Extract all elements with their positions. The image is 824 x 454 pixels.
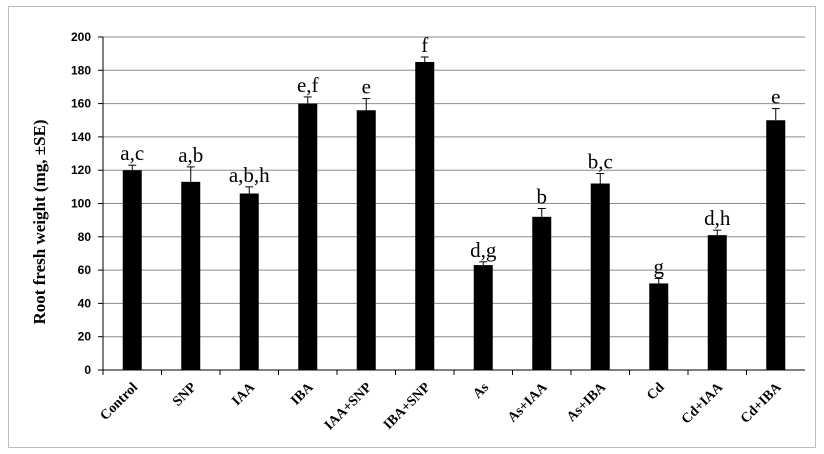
y-tick-label: 20	[78, 330, 92, 344]
x-category-label: Cd	[644, 380, 667, 403]
y-tick-label: 120	[71, 163, 91, 177]
y-tick-label: 140	[71, 130, 91, 144]
bar-as	[473, 265, 493, 370]
y-tick-label: 60	[78, 263, 92, 277]
y-tick-label: 180	[71, 63, 91, 77]
bar-snp	[181, 181, 201, 370]
bar-cd	[649, 283, 669, 370]
x-category-label: IBA	[288, 380, 317, 409]
y-tick-label: 100	[71, 197, 91, 211]
bar-cd-iaa	[707, 235, 727, 370]
x-category-label: IAA+SNP	[322, 380, 375, 433]
bar-iba-snp	[415, 61, 435, 370]
bar-iba	[298, 103, 318, 370]
bar-as-iaa	[532, 216, 552, 370]
significance-label: e	[771, 85, 780, 109]
chart-frame	[8, 6, 816, 448]
y-tick-label: 80	[78, 230, 92, 244]
labels: a,c Control a,b SNP a,b,h IAA e,f IBA e IAA+SNP f I…	[98, 33, 786, 433]
bar-iaa-snp	[356, 110, 376, 370]
significance-label: d,h	[704, 206, 731, 230]
bars	[122, 56, 786, 370]
x-category-label: IAA	[229, 380, 258, 409]
x-category-label: Cd+IBA	[738, 380, 785, 427]
x-category-label: As+IAA	[505, 380, 551, 426]
x-category-label: Control	[98, 380, 142, 424]
y-tick-label: 40	[78, 296, 92, 310]
significance-label: a,c	[120, 141, 144, 165]
significance-label: d,g	[470, 238, 497, 262]
significance-label: g	[654, 254, 665, 278]
y-tick-label: 0	[84, 363, 91, 377]
y-tick-label: 200	[71, 30, 91, 44]
bar-control	[122, 170, 142, 370]
y-tick-label: 160	[71, 97, 91, 111]
significance-label: e	[362, 75, 371, 99]
bar-cd-iba	[766, 120, 786, 370]
bar-as-iba	[590, 183, 610, 370]
significance-label: a,b,h	[229, 163, 270, 187]
significance-label: a,b	[178, 143, 203, 167]
significance-label: e,f	[297, 73, 319, 97]
significance-label: f	[421, 33, 428, 57]
x-category-label: As+IBA	[564, 380, 609, 425]
significance-label: b,c	[588, 150, 613, 174]
bar-iaa	[239, 193, 259, 370]
x-category-label: As	[470, 380, 492, 402]
y-axis-label: Root fresh weight (mg, ±SE)	[30, 120, 49, 325]
significance-label: b	[537, 184, 548, 208]
x-category-label: Cd+IAA	[679, 380, 727, 428]
x-category-label: SNP	[170, 380, 200, 410]
gridlines	[103, 36, 805, 338]
axes: 0 20 40 60 80 100 120 140 160 180 200	[71, 30, 805, 377]
x-category-label: IBA+SNP	[381, 380, 434, 433]
